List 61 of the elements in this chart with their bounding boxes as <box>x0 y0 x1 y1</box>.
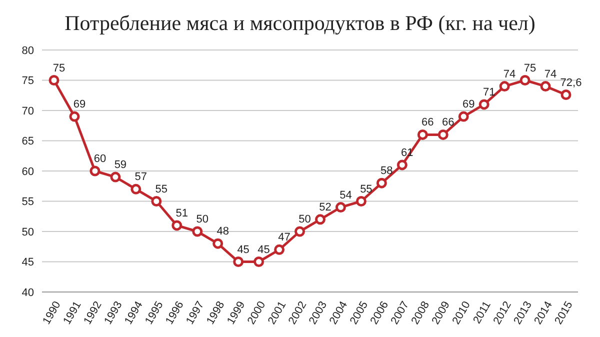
point <box>233 256 244 267</box>
data-label: 51 <box>176 207 188 220</box>
point <box>151 196 162 206</box>
point <box>90 166 100 176</box>
point <box>335 202 346 213</box>
point <box>560 90 572 100</box>
data-label: 60 <box>94 153 106 165</box>
point <box>172 220 182 231</box>
y-tick-label: 55 <box>22 196 34 208</box>
data-label: 47 <box>278 232 290 244</box>
data-label: 50 <box>298 214 311 226</box>
y-tick-label: 65 <box>22 136 34 148</box>
point <box>110 172 121 182</box>
data-label: 74 <box>503 68 516 80</box>
data-label: 55 <box>155 183 168 196</box>
point <box>478 99 490 110</box>
data-label: 50 <box>196 214 208 226</box>
data-label: 75 <box>52 62 66 74</box>
point <box>212 238 224 249</box>
data-label: 71 <box>482 86 496 98</box>
point <box>130 184 142 194</box>
point <box>356 196 366 206</box>
point <box>396 160 408 170</box>
point <box>294 226 306 237</box>
y-tick-label: 40 <box>22 286 34 299</box>
y-tick-label: 60 <box>22 166 34 178</box>
point <box>48 75 60 86</box>
point <box>458 111 469 122</box>
y-tick-label: 50 <box>22 226 34 238</box>
data-label: 74 <box>544 68 557 80</box>
point <box>417 129 428 140</box>
point <box>438 129 448 140</box>
point <box>376 178 387 188</box>
point <box>192 226 203 237</box>
data-label: 69 <box>462 98 475 111</box>
data-label: 45 <box>237 244 250 256</box>
data-label: 54 <box>340 189 352 202</box>
point <box>314 214 326 225</box>
data-label: 66 <box>422 116 434 129</box>
data-label: 45 <box>258 244 270 256</box>
data-label: 57 <box>134 171 148 184</box>
point <box>69 111 80 122</box>
chart-title: Потребление мяса и мясопродуктов в РФ (кг. на чел) <box>64 10 536 37</box>
point <box>540 81 551 92</box>
y-tick-label: 80 <box>22 44 34 57</box>
data-label: 52 <box>319 201 332 214</box>
point <box>499 81 510 92</box>
point <box>254 256 264 267</box>
y-tick-label: 75 <box>22 75 34 88</box>
point <box>520 75 530 86</box>
y-tick-label: 70 <box>22 105 34 118</box>
data-label: 72,6 <box>560 76 582 89</box>
data-label: 69 <box>73 98 86 111</box>
data-label: 58 <box>380 165 393 178</box>
data-label: 75 <box>524 62 536 74</box>
data-label: 66 <box>442 116 454 129</box>
data-label: 48 <box>216 226 229 238</box>
point <box>274 244 285 255</box>
data-label: 59 <box>114 159 127 172</box>
data-label: 55 <box>360 183 372 196</box>
y-tick-label: 45 <box>22 256 34 269</box>
